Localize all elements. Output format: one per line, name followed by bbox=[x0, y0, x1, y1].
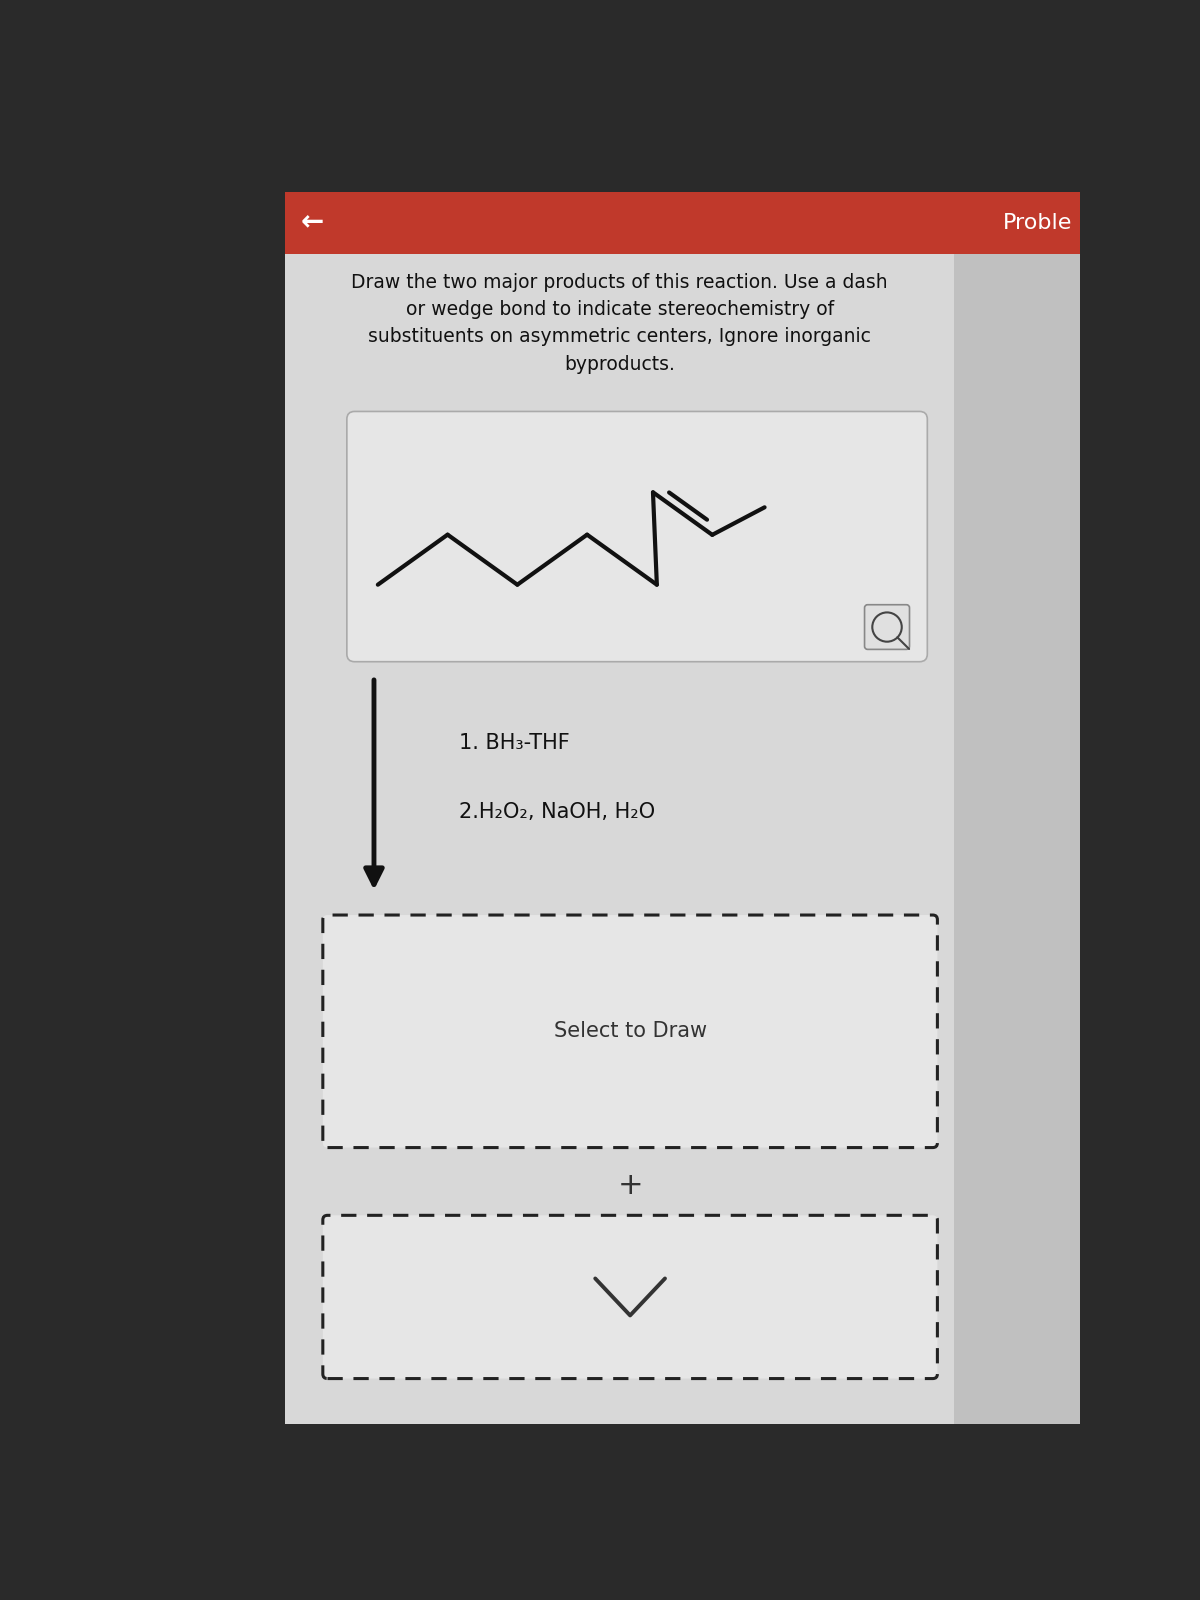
Text: Proble: Proble bbox=[1003, 213, 1073, 232]
Text: ←: ← bbox=[300, 208, 324, 237]
Text: Draw the two major products of this reaction. Use a dash
or wedge bond to indica: Draw the two major products of this reac… bbox=[352, 274, 888, 374]
Text: 1. BH₃-THF: 1. BH₃-THF bbox=[460, 733, 570, 752]
FancyBboxPatch shape bbox=[284, 192, 954, 1424]
Text: Select to Draw: Select to Draw bbox=[553, 1021, 707, 1042]
FancyBboxPatch shape bbox=[323, 1216, 937, 1379]
FancyBboxPatch shape bbox=[347, 411, 928, 662]
FancyBboxPatch shape bbox=[954, 192, 1080, 1424]
FancyBboxPatch shape bbox=[150, 192, 284, 1424]
Text: +: + bbox=[617, 1171, 643, 1200]
Text: 2.H₂O₂, NaOH, H₂O: 2.H₂O₂, NaOH, H₂O bbox=[460, 802, 655, 822]
FancyBboxPatch shape bbox=[284, 192, 1080, 254]
FancyBboxPatch shape bbox=[323, 915, 937, 1147]
FancyBboxPatch shape bbox=[864, 605, 910, 650]
